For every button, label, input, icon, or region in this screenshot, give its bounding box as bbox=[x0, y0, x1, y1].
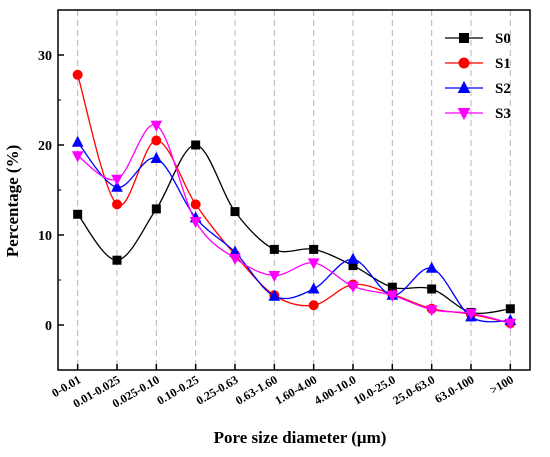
triangle-down-marker bbox=[71, 151, 84, 163]
circle-marker bbox=[190, 199, 201, 210]
triangle-down-marker bbox=[307, 258, 320, 270]
legend-item: S3 bbox=[445, 106, 511, 122]
series-line bbox=[77, 74, 511, 324]
y-tick-label: 0 bbox=[45, 319, 52, 334]
circle-marker bbox=[151, 135, 162, 146]
x-tick-label: 1.60-4.00 bbox=[272, 372, 319, 407]
x-tick-label: 63.0-100 bbox=[432, 372, 476, 406]
square-marker bbox=[459, 33, 469, 43]
square-marker bbox=[309, 244, 319, 254]
triangle-down-marker bbox=[386, 290, 399, 302]
triangle-down-marker bbox=[111, 174, 123, 186]
square-marker bbox=[112, 255, 122, 265]
x-tick-label: 0.10-0.25 bbox=[154, 372, 201, 407]
series-line bbox=[77, 144, 511, 314]
circle-marker bbox=[72, 69, 83, 80]
x-tick-label: >100 bbox=[487, 372, 516, 397]
y-tick-label: 10 bbox=[38, 229, 52, 244]
triangle-down-marker bbox=[189, 217, 202, 229]
y-axis-title: Percentage (%) bbox=[3, 145, 22, 258]
triangle-up-marker bbox=[150, 151, 163, 163]
square-marker bbox=[230, 207, 240, 217]
series-s3 bbox=[71, 120, 517, 330]
grid-lines bbox=[77, 10, 511, 370]
triangle-down-marker bbox=[425, 305, 438, 317]
triangle-down-marker bbox=[347, 281, 359, 293]
legend-item: S2 bbox=[445, 80, 511, 97]
square-marker bbox=[427, 284, 437, 294]
series-s2 bbox=[71, 135, 517, 325]
x-tick-label: 10.0-25.0 bbox=[351, 372, 398, 407]
legend-label: S3 bbox=[495, 106, 511, 122]
x-tick-label: 4.00-10.0 bbox=[312, 372, 359, 407]
triangle-up-marker bbox=[111, 180, 123, 192]
legend-label: S1 bbox=[495, 56, 511, 72]
series-group bbox=[71, 69, 517, 330]
y-tick-label: 30 bbox=[38, 49, 52, 64]
triangle-down-marker bbox=[268, 271, 281, 283]
x-axis: 0-0.010.01-0.0250.025-0.100.10-0.250.25-… bbox=[49, 364, 516, 411]
square-marker bbox=[151, 204, 161, 214]
legend-item: S1 bbox=[445, 56, 511, 72]
triangle-down-marker bbox=[229, 253, 241, 265]
circle-marker bbox=[308, 300, 319, 311]
circle-marker bbox=[112, 199, 122, 210]
x-tick-label: 0.63-1.60 bbox=[233, 372, 280, 407]
square-marker bbox=[269, 244, 279, 254]
triangle-down-marker bbox=[504, 318, 517, 330]
x-tick-label: 0.25-0.63 bbox=[194, 372, 241, 407]
square-marker bbox=[505, 304, 515, 314]
triangle-up-marker bbox=[268, 289, 281, 301]
legend: S0 S1 S2 S3 bbox=[445, 31, 511, 122]
triangle-up-marker bbox=[347, 252, 359, 264]
x-axis-title: Pore size diameter (μm) bbox=[214, 428, 387, 447]
triangle-down-marker bbox=[465, 308, 477, 320]
series-line bbox=[77, 124, 511, 324]
series-s1 bbox=[72, 69, 516, 329]
square-marker bbox=[73, 209, 83, 219]
triangle-up-marker bbox=[307, 282, 320, 294]
triangle-down-marker bbox=[457, 108, 471, 121]
x-tick-label: 25.0-63.0 bbox=[390, 372, 437, 407]
triangle-up-marker bbox=[425, 261, 438, 273]
square-marker bbox=[191, 140, 201, 150]
triangle-up-marker bbox=[71, 135, 84, 147]
legend-label: S2 bbox=[495, 81, 511, 97]
legend-label: S0 bbox=[495, 31, 511, 47]
y-tick-label: 20 bbox=[38, 139, 52, 154]
y-axis: 0 10 20 30 bbox=[38, 9, 64, 371]
legend-item: S0 bbox=[445, 31, 511, 47]
series-line bbox=[77, 141, 511, 323]
triangle-down-marker bbox=[150, 120, 163, 132]
circle-marker bbox=[458, 57, 470, 69]
triangle-up-marker bbox=[457, 80, 471, 93]
